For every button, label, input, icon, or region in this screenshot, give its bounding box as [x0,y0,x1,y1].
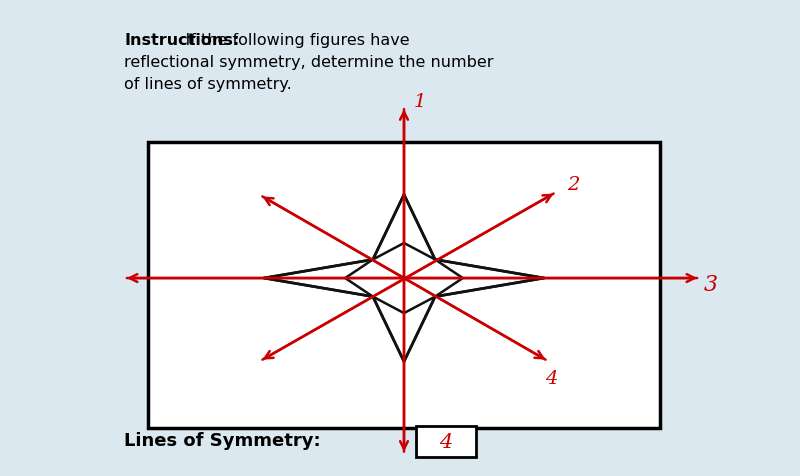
Text: Instructions:: Instructions: [124,33,239,48]
Text: 1: 1 [414,93,426,110]
Text: 4: 4 [545,369,557,387]
Text: 2: 2 [567,176,579,193]
Bar [148,143,660,428]
Text: Lines of Symmetry:: Lines of Symmetry: [124,431,321,449]
Text: 4: 4 [439,432,453,451]
Text: If the following figures have
reflectional symmetry, determine the number
of lin: If the following figures have reflection… [124,33,494,91]
Text: 3: 3 [704,273,718,295]
Bar [416,426,476,457]
